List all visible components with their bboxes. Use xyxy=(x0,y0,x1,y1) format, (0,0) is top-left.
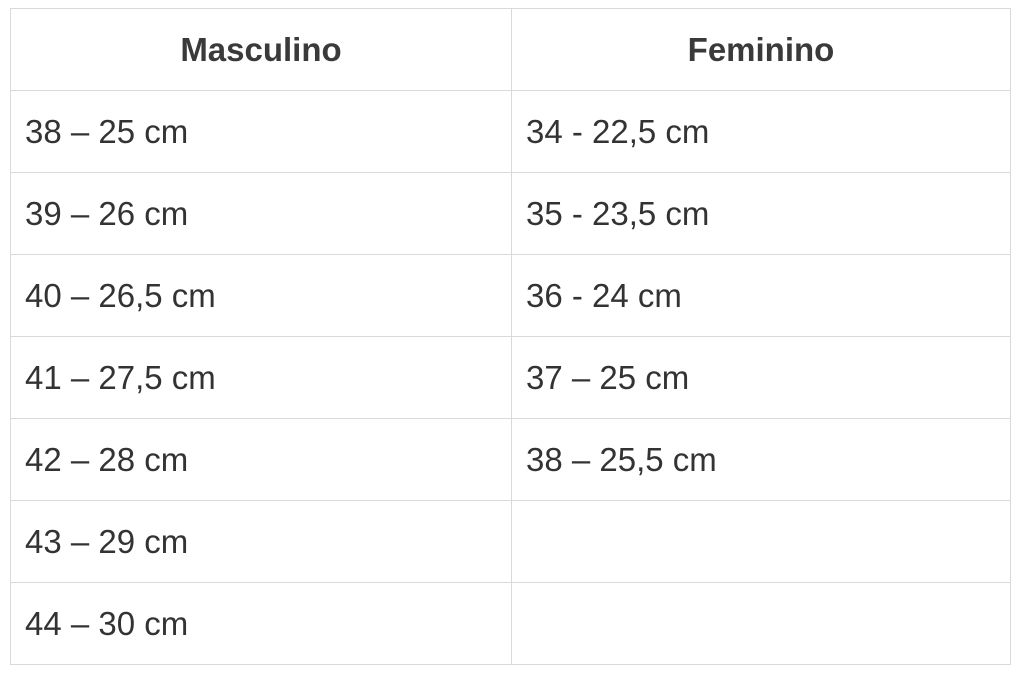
table-header: Masculino Feminino xyxy=(10,8,1011,91)
table-row: 41 – 27,5 cm 37 – 25 cm xyxy=(10,336,1011,419)
table-row: 44 – 30 cm xyxy=(10,582,1011,665)
table-cell: 40 – 26,5 cm xyxy=(10,254,512,337)
table-body: 38 – 25 cm 34 - 22,5 cm 39 – 26 cm 35 - 23,… xyxy=(10,90,1011,665)
table-cell: 42 – 28 cm xyxy=(10,418,512,501)
table-cell: 41 – 27,5 cm xyxy=(10,336,512,419)
table-cell: 39 – 26 cm xyxy=(10,172,512,255)
table-cell: 37 – 25 cm xyxy=(511,336,1011,419)
table-cell: 35 - 23,5 cm xyxy=(511,172,1011,255)
table-row: 40 – 26,5 cm 36 - 24 cm xyxy=(10,254,1011,337)
table-row: 39 – 26 cm 35 - 23,5 cm xyxy=(10,172,1011,255)
table-row: 43 – 29 cm xyxy=(10,500,1011,583)
table-cell: 44 – 30 cm xyxy=(10,582,512,665)
size-table: Masculino Feminino 38 – 25 cm 34 - 22,5 cm… xyxy=(10,8,1011,665)
table-cell: 38 – 25,5 cm xyxy=(511,418,1011,501)
table-cell: 34 - 22,5 cm xyxy=(511,90,1011,173)
empty-cell xyxy=(511,500,1011,583)
header-row: Masculino Feminino xyxy=(10,8,1011,91)
table-cell: 38 – 25 cm xyxy=(10,90,512,173)
column-header: Feminino xyxy=(511,8,1011,91)
table-cell: 36 - 24 cm xyxy=(511,254,1011,337)
table-cell: 43 – 29 cm xyxy=(10,500,512,583)
table-row: 42 – 28 cm 38 – 25,5 cm xyxy=(10,418,1011,501)
table-row: 38 – 25 cm 34 - 22,5 cm xyxy=(10,90,1011,173)
column-header: Masculino xyxy=(10,8,512,91)
empty-cell xyxy=(511,582,1011,665)
